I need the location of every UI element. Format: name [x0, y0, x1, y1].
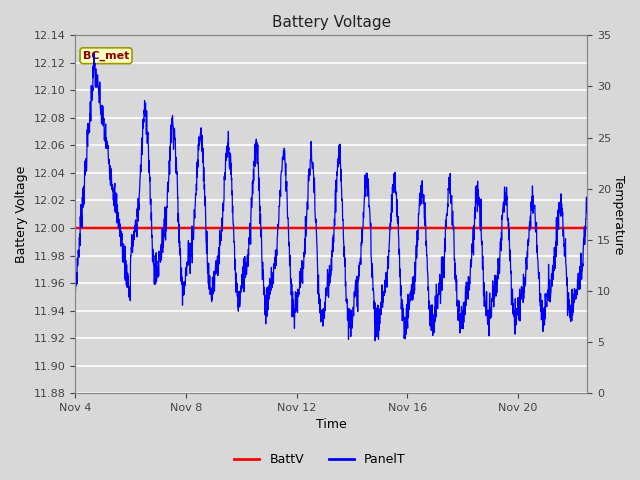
X-axis label: Time: Time: [316, 419, 347, 432]
Y-axis label: Battery Voltage: Battery Voltage: [15, 166, 28, 263]
Title: Battery Voltage: Battery Voltage: [271, 15, 391, 30]
Legend: BattV, PanelT: BattV, PanelT: [229, 448, 411, 471]
Text: BC_met: BC_met: [83, 50, 129, 61]
Y-axis label: Temperature: Temperature: [612, 175, 625, 254]
